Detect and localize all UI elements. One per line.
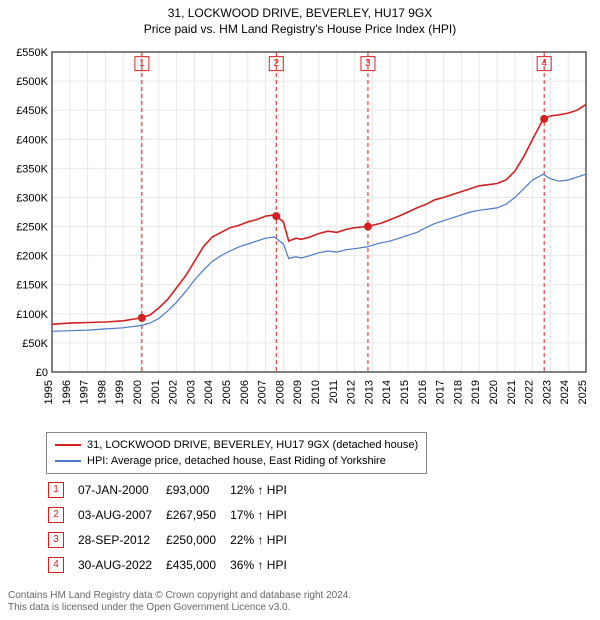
sale-marker-icon: 1 <box>48 482 64 498</box>
svg-text:1997: 1997 <box>79 380 91 404</box>
sale-date: 07-JAN-2000 <box>78 478 164 501</box>
sale-pct: 12% ↑ HPI <box>230 478 299 501</box>
legend-swatch <box>55 460 81 462</box>
svg-text:£400K: £400K <box>16 134 48 146</box>
svg-text:2018: 2018 <box>452 380 464 404</box>
svg-text:£350K: £350K <box>16 163 48 175</box>
svg-text:£50K: £50K <box>22 338 48 350</box>
legend-swatch <box>55 444 81 446</box>
svg-text:2003: 2003 <box>185 380 197 404</box>
price-chart-page: { "title_line1": "31, LOCKWOOD DRIVE, BE… <box>0 0 600 620</box>
chart-subtitle: Price paid vs. HM Land Registry's House … <box>0 22 600 36</box>
svg-text:2007: 2007 <box>257 380 269 404</box>
sale-price: £435,000 <box>166 553 228 576</box>
svg-text:1996: 1996 <box>61 380 73 404</box>
svg-text:£250K: £250K <box>16 222 48 234</box>
svg-text:2004: 2004 <box>203 380 215 404</box>
svg-text:2024: 2024 <box>559 380 571 404</box>
line-chart: £0 £50K £100K £150K £200K £250K £300K £350K £400… <box>8 46 592 426</box>
sales-table: 1 07-JAN-2000£93,00012% ↑ HPI 2 03-AUG-2007… <box>46 476 301 578</box>
sale-date: 30-AUG-2022 <box>78 553 164 576</box>
svg-text:2021: 2021 <box>506 380 518 404</box>
sales-row: 3 28-SEP-2012£250,00022% ↑ HPI <box>48 528 299 551</box>
svg-text:3: 3 <box>365 58 371 69</box>
svg-text:1995: 1995 <box>43 380 55 404</box>
svg-text:£500K: £500K <box>16 76 48 88</box>
svg-text:£100K: £100K <box>16 309 48 321</box>
sale-date: 03-AUG-2007 <box>78 503 164 526</box>
svg-text:2001: 2001 <box>150 380 162 404</box>
legend-item: HPI: Average price, detached house, East… <box>55 453 418 469</box>
sale-price: £93,000 <box>166 478 228 501</box>
svg-text:2002: 2002 <box>168 380 180 404</box>
sale-date: 28-SEP-2012 <box>78 528 164 551</box>
svg-text:2011: 2011 <box>328 380 340 404</box>
sale-marker-icon: 4 <box>48 557 64 573</box>
svg-text:£300K: £300K <box>16 192 48 204</box>
svg-text:2006: 2006 <box>239 380 251 404</box>
sale-price: £250,000 <box>166 528 228 551</box>
svg-text:2017: 2017 <box>435 380 447 404</box>
sales-row: 4 30-AUG-2022£435,00036% ↑ HPI <box>48 553 299 576</box>
footer: Contains HM Land Registry data © Crown c… <box>8 590 592 614</box>
svg-text:2010: 2010 <box>310 380 322 404</box>
legend-label: 31, LOCKWOOD DRIVE, BEVERLEY, HU17 9GX (… <box>87 437 418 453</box>
address-title: 31, LOCKWOOD DRIVE, BEVERLEY, HU17 9GX <box>0 6 600 20</box>
svg-text:2013: 2013 <box>363 380 375 404</box>
svg-text:2005: 2005 <box>221 380 233 404</box>
svg-text:2015: 2015 <box>399 380 411 404</box>
svg-text:2008: 2008 <box>274 380 286 404</box>
svg-text:2: 2 <box>273 58 279 69</box>
legend-label: HPI: Average price, detached house, East… <box>87 453 386 469</box>
legend-item: 31, LOCKWOOD DRIVE, BEVERLEY, HU17 9GX (… <box>55 437 418 453</box>
sale-marker-icon: 2 <box>48 507 64 523</box>
svg-text:2022: 2022 <box>524 380 536 404</box>
sale-marker-icon: 3 <box>48 532 64 548</box>
svg-text:£200K: £200K <box>16 251 48 263</box>
legend: 31, LOCKWOOD DRIVE, BEVERLEY, HU17 9GX (… <box>46 432 427 474</box>
svg-text:2023: 2023 <box>541 380 553 404</box>
sales-row: 1 07-JAN-2000£93,00012% ↑ HPI <box>48 478 299 501</box>
footer-line: Contains HM Land Registry data © Crown c… <box>8 590 592 602</box>
svg-text:2014: 2014 <box>381 380 393 404</box>
svg-text:2025: 2025 <box>577 380 589 404</box>
svg-text:1: 1 <box>139 58 145 69</box>
svg-text:£450K: £450K <box>16 105 48 117</box>
svg-text:2012: 2012 <box>346 380 358 404</box>
svg-text:2009: 2009 <box>292 380 304 404</box>
svg-text:4: 4 <box>541 58 547 69</box>
svg-text:£150K: £150K <box>16 280 48 292</box>
chart-titles: 31, LOCKWOOD DRIVE, BEVERLEY, HU17 9GX P… <box>0 0 600 36</box>
svg-text:1998: 1998 <box>96 380 108 404</box>
svg-text:£550K: £550K <box>16 47 48 59</box>
svg-text:2016: 2016 <box>417 380 429 404</box>
svg-text:£0: £0 <box>36 367 48 379</box>
sale-pct: 22% ↑ HPI <box>230 528 299 551</box>
sale-pct: 36% ↑ HPI <box>230 553 299 576</box>
svg-text:2019: 2019 <box>470 380 482 404</box>
footer-line: This data is licensed under the Open Gov… <box>8 602 592 614</box>
chart-area: £0 £50K £100K £150K £200K £250K £300K £350K £400… <box>8 46 592 426</box>
sale-pct: 17% ↑ HPI <box>230 503 299 526</box>
sales-row: 2 03-AUG-2007£267,95017% ↑ HPI <box>48 503 299 526</box>
svg-text:2000: 2000 <box>132 380 144 404</box>
svg-text:2020: 2020 <box>488 380 500 404</box>
sale-price: £267,950 <box>166 503 228 526</box>
svg-text:1999: 1999 <box>114 380 126 404</box>
